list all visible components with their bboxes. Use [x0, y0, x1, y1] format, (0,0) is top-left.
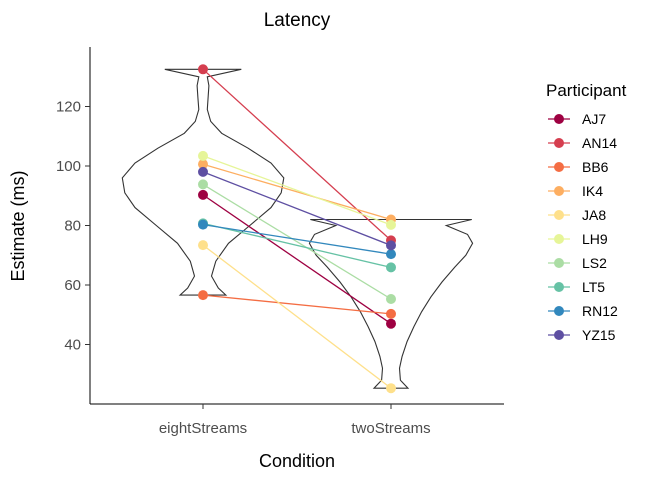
x-axis-title: Condition	[259, 451, 335, 471]
point-ls2-twostreams	[386, 294, 396, 304]
legend-title: Participant	[546, 81, 627, 100]
series-line-bb6	[202, 294, 392, 315]
legend-item-rn12: RN12	[548, 303, 618, 319]
point-lh9-eightstreams	[198, 150, 208, 161]
line-layer	[202, 68, 392, 389]
legend-label: BB6	[582, 159, 609, 175]
violin-layer	[121, 68, 474, 389]
x-tick-label: twoStreams	[351, 420, 430, 437]
x-ticks: eightStreams twoStreams	[159, 404, 431, 437]
point-ls2-eightstreams	[198, 179, 208, 190]
legend-dot	[554, 282, 564, 292]
legend-dot	[554, 186, 564, 196]
point-ik4-eightstreams	[198, 159, 208, 170]
legend-item-ik4: IK4	[548, 183, 603, 199]
point-yz15-twostreams	[386, 240, 396, 251]
legend-label: YZ15	[582, 327, 616, 343]
legend-label: IK4	[582, 183, 603, 199]
legend-item-ja8: JA8	[548, 207, 606, 223]
legend-item-bb6: BB6	[548, 159, 609, 175]
legend-item-aj7: AJ7	[548, 111, 606, 127]
series-line-lh9	[202, 155, 392, 226]
y-tick-label: 120	[56, 99, 81, 116]
point-lh9-twostreams	[386, 219, 396, 230]
legend-item-lt5: LT5	[548, 279, 605, 295]
point-aj7-eightstreams	[198, 189, 208, 200]
legend-label: LS2	[582, 255, 607, 271]
point-ja8-twostreams	[386, 383, 396, 394]
legend-dot	[554, 138, 564, 148]
point-yz15-eightstreams	[198, 166, 208, 177]
point-an14-eightstreams	[198, 64, 208, 75]
legend-item-yz15: YZ15	[548, 327, 616, 343]
legend-dot	[554, 114, 564, 124]
point-lt5-twostreams	[386, 262, 396, 273]
legend-item-lh9: LH9	[548, 231, 608, 247]
point-rn12-eightstreams	[198, 219, 208, 230]
legend-label: RN12	[582, 303, 618, 319]
y-tick-label: 60	[64, 277, 81, 294]
legend-label: AN14	[582, 135, 617, 151]
y-tick-label: 100	[56, 158, 81, 175]
y-tick-label: 40	[64, 337, 81, 354]
axis-layer	[89, 47, 504, 405]
point-bb6-eightstreams	[198, 290, 208, 301]
legend-label: JA8	[582, 207, 606, 223]
legend-label: LH9	[582, 231, 608, 247]
legend-item-ls2: LS2	[548, 255, 607, 271]
legend-label: LT5	[582, 279, 605, 295]
y-tick-label: 80	[64, 218, 81, 235]
y-axis-title: Estimate (ms)	[8, 170, 28, 281]
series-line-ls2	[202, 183, 392, 300]
x-tick-label: eightStreams	[159, 420, 247, 437]
point-ja8-eightstreams	[198, 240, 208, 251]
series-line-lt5	[202, 222, 392, 269]
legend-dot	[554, 306, 564, 316]
point-rn12-twostreams	[386, 249, 396, 260]
legend-dot	[554, 258, 564, 268]
legend-dot	[554, 330, 564, 340]
legend-dot	[554, 234, 564, 244]
series-line-ja8	[202, 244, 392, 389]
chart-title: Latency	[264, 10, 331, 31]
legend-item-an14: AN14	[548, 135, 617, 151]
series-line-yz15	[202, 171, 392, 247]
y-ticks: 40 60 80 100 120	[56, 99, 90, 354]
series-line-ik4	[202, 163, 392, 221]
violin-twostreams	[308, 218, 474, 389]
legend-dot	[554, 210, 564, 220]
legend: Participant AJ7 AN14 BB6 IK4 JA8 LH9 LS2 LT5 RN1…	[546, 81, 627, 343]
point-aj7-twostreams	[386, 318, 396, 329]
point-layer	[198, 64, 396, 394]
legend-dot	[554, 162, 564, 172]
series-line-an14	[202, 68, 392, 241]
series-line-aj7	[202, 194, 392, 325]
violin-eightstreams	[121, 68, 285, 296]
series-line-rn12	[202, 223, 392, 255]
legend-label: AJ7	[582, 111, 606, 127]
point-bb6-twostreams	[386, 308, 396, 319]
